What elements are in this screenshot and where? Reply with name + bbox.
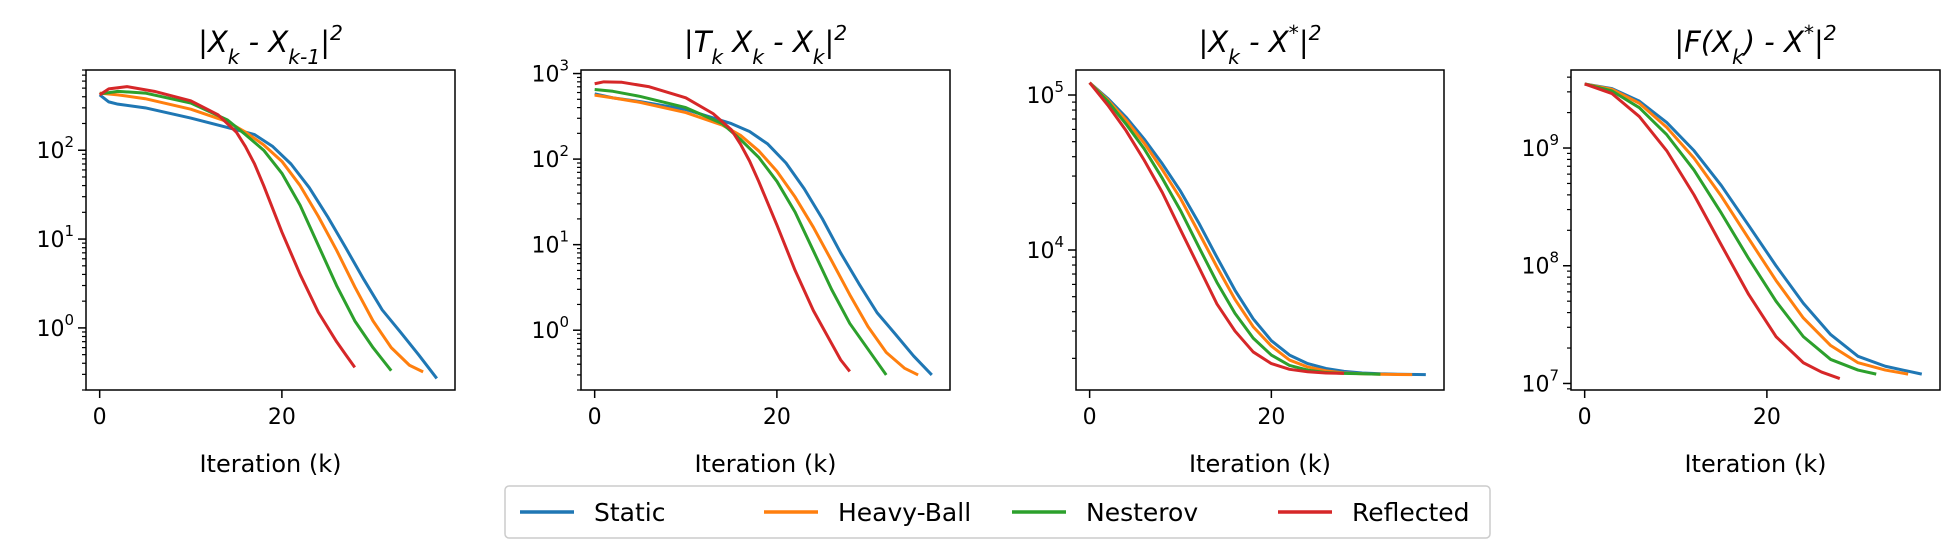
legend-item-static: Static bbox=[520, 498, 665, 527]
series-line-reflected bbox=[1088, 81, 1345, 375]
y-tick-label: 109 bbox=[1521, 131, 1559, 162]
panel-title: |Xk - X*|2 bbox=[1199, 21, 1322, 69]
y-tick-label: 101 bbox=[36, 222, 74, 253]
axes-frame bbox=[85, 69, 456, 391]
y-tick-label: 100 bbox=[36, 311, 74, 342]
y-tick-label: 104 bbox=[1026, 233, 1064, 264]
series-line-reflected bbox=[98, 85, 356, 369]
x-axis-label: Iteration (k) bbox=[1189, 450, 1331, 478]
x-axis-label: Iteration (k) bbox=[199, 450, 341, 478]
y-tick-label: 108 bbox=[1521, 249, 1559, 280]
x-tick-label: 0 bbox=[1578, 405, 1592, 430]
series-line-heavy-ball bbox=[594, 93, 919, 377]
legend-box bbox=[504, 485, 1491, 539]
x-tick-label: 20 bbox=[1257, 405, 1285, 430]
panel-1: 100 101 102 0 20 Iteration (k) |Xk - Xk-1|2 bbox=[36, 21, 456, 478]
axes-frame bbox=[1570, 69, 1941, 391]
series-line-reflected bbox=[1584, 82, 1841, 381]
legend-item-reflected: Reflected bbox=[1278, 498, 1470, 527]
y-tick-label: 100 bbox=[531, 313, 569, 344]
legend: Static Heavy-Ball Nesterov Reflected bbox=[504, 485, 1491, 539]
series-line-nesterov bbox=[594, 88, 888, 376]
x-tick-label: 20 bbox=[1753, 405, 1781, 430]
panel-title: |Xk - Xk-1|2 bbox=[198, 21, 343, 69]
y-tick-label: 105 bbox=[1026, 78, 1064, 109]
axes-frame bbox=[580, 69, 951, 391]
series-line-static bbox=[594, 92, 933, 376]
y-tick-label: 102 bbox=[531, 142, 569, 173]
y-tick-label: 102 bbox=[36, 133, 74, 164]
panel-2: 100 101 102 103 0 20 Iteration (k) |Tk Xk - Xk|… bbox=[531, 21, 951, 478]
panel-title: |F(Xk) - X*|2 bbox=[1674, 21, 1836, 69]
panel-3: 104 105 0 20 Iteration (k) |Xk - X*|2 bbox=[1026, 21, 1445, 478]
series-line-heavy-ball bbox=[1088, 81, 1413, 377]
series-line-heavy-ball bbox=[99, 91, 424, 374]
series-line-reflected bbox=[594, 80, 851, 373]
series-line-heavy-ball bbox=[1584, 82, 1909, 376]
axes-frame bbox=[1075, 69, 1445, 391]
legend-label: Heavy-Ball bbox=[838, 498, 971, 527]
panel-4: 107 108 109 0 20 Iteration (k) |F(Xk) - X*|2 bbox=[1521, 21, 1941, 478]
x-axis-label: Iteration (k) bbox=[1684, 450, 1826, 478]
x-tick-label: 0 bbox=[93, 405, 107, 430]
x-tick-label: 0 bbox=[1083, 405, 1097, 430]
series-line-nesterov bbox=[99, 89, 393, 372]
legend-label: Nesterov bbox=[1086, 498, 1198, 527]
legend-label: Reflected bbox=[1352, 498, 1470, 527]
series-line-nesterov bbox=[1584, 82, 1877, 376]
x-tick-label: 20 bbox=[763, 405, 791, 430]
x-tick-label: 20 bbox=[268, 405, 296, 430]
legend-item-heavy-ball: Heavy-Ball bbox=[764, 498, 971, 527]
y-tick-label: 101 bbox=[531, 228, 569, 259]
series-line-static bbox=[1584, 82, 1923, 376]
legend-item-nesterov: Nesterov bbox=[1012, 498, 1198, 527]
y-tick-label: 107 bbox=[1521, 366, 1559, 397]
panel-title: |Tk Xk - Xk|2 bbox=[684, 21, 847, 69]
series-line-static bbox=[98, 93, 438, 380]
x-axis-label: Iteration (k) bbox=[694, 450, 836, 478]
x-tick-label: 0 bbox=[588, 405, 602, 430]
legend-label: Static bbox=[594, 498, 665, 527]
y-tick-label: 103 bbox=[531, 57, 569, 88]
